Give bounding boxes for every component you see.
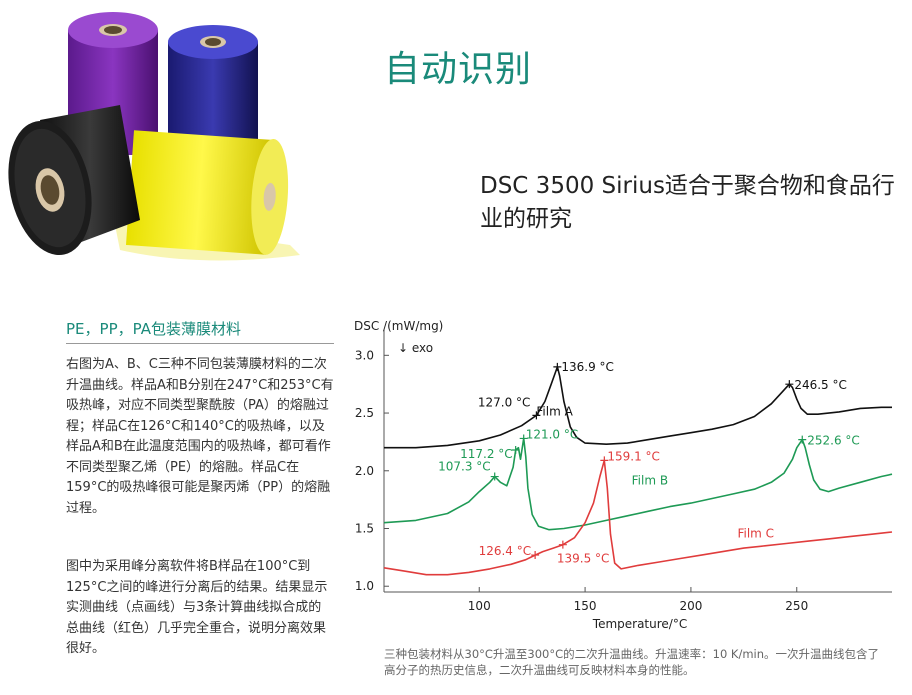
y-tick-label: 2.5 <box>355 406 374 420</box>
chart-axes: 1.0 1.5 2.0 2.5 3.0 100 150 200 250 <box>355 330 892 613</box>
peak-marker <box>553 362 562 371</box>
peak-marker <box>532 411 541 420</box>
x-axis-label: Temperature/°C <box>592 617 687 631</box>
chart-curves: Film A Film B Film C <box>383 366 893 576</box>
section-divider <box>66 343 334 344</box>
peak-label: 107.3 °C <box>438 460 491 474</box>
exo-annotation: ↓ exo <box>398 341 433 355</box>
peak-label: 159.1 °C <box>607 449 660 463</box>
x-tick-label: 250 <box>785 599 808 613</box>
blue-roll <box>168 25 258 160</box>
peak-marker <box>511 445 520 454</box>
x-tick-label: 150 <box>574 599 597 613</box>
peak-label: 246.5 °C <box>794 378 847 392</box>
y-tick-label: 2.0 <box>355 464 374 478</box>
page-title: 自动识别 <box>384 49 533 90</box>
peak-label: 252.6 °C <box>807 434 860 448</box>
dsc-chart: 1.0 1.5 2.0 2.5 3.0 100 150 200 250 Film A Film B… <box>354 319 893 631</box>
product-photo <box>8 12 300 261</box>
peak-label: 117.2 °C <box>460 447 513 461</box>
peak-marker <box>490 472 499 481</box>
series-label-2: Film B <box>632 474 668 488</box>
yellow-roll <box>125 130 289 255</box>
series-line-2 <box>383 437 893 531</box>
x-tick-label: 200 <box>679 599 702 613</box>
peak-marker <box>519 434 528 443</box>
y-tick-label: 1.0 <box>355 579 374 593</box>
peak-marker <box>531 551 540 560</box>
peak-label: 121.0 °C <box>526 427 579 441</box>
x-tick-label: 100 <box>468 599 491 613</box>
page-subtitle: DSC 3500 Sirius适合于聚合物和食品行业的研究 <box>480 173 895 232</box>
y-tick-label: 3.0 <box>355 348 374 362</box>
peak-marker <box>798 435 807 444</box>
series-line-3 <box>383 459 893 576</box>
peak-label: 126.4 °C <box>479 544 532 558</box>
y-tick-label: 1.5 <box>355 522 374 536</box>
peak-label: 139.5 °C <box>557 552 610 566</box>
peak-label: 127.0 °C <box>478 395 531 409</box>
body-paragraph-2: 图中为采用峰分离软件将B样品在100°C到125°C之间的峰进行分离后的结果。结… <box>66 559 328 656</box>
figure-caption: 三种包装材料从30°C升温至300°C的二次升温曲线。升温速率：10 K/min… <box>384 647 880 677</box>
y-axis-label: DSC /(mW/mg) <box>354 319 443 333</box>
series-label-3: Film C <box>737 527 774 541</box>
peak-marker <box>785 380 794 389</box>
series-label-1: Film A <box>536 404 573 418</box>
peak-label: 136.9 °C <box>561 360 614 374</box>
peak-marker <box>600 456 609 465</box>
peak-marker <box>558 540 567 549</box>
section-title: PE，PP，PA包装薄膜材料 <box>66 320 241 338</box>
body-paragraph-1: 右图为A、B、C三种不同包装薄膜材料的二次升温曲线。样品A和B分别在247°C和… <box>66 357 334 516</box>
series-line-1 <box>384 366 892 449</box>
black-roll <box>8 105 140 256</box>
